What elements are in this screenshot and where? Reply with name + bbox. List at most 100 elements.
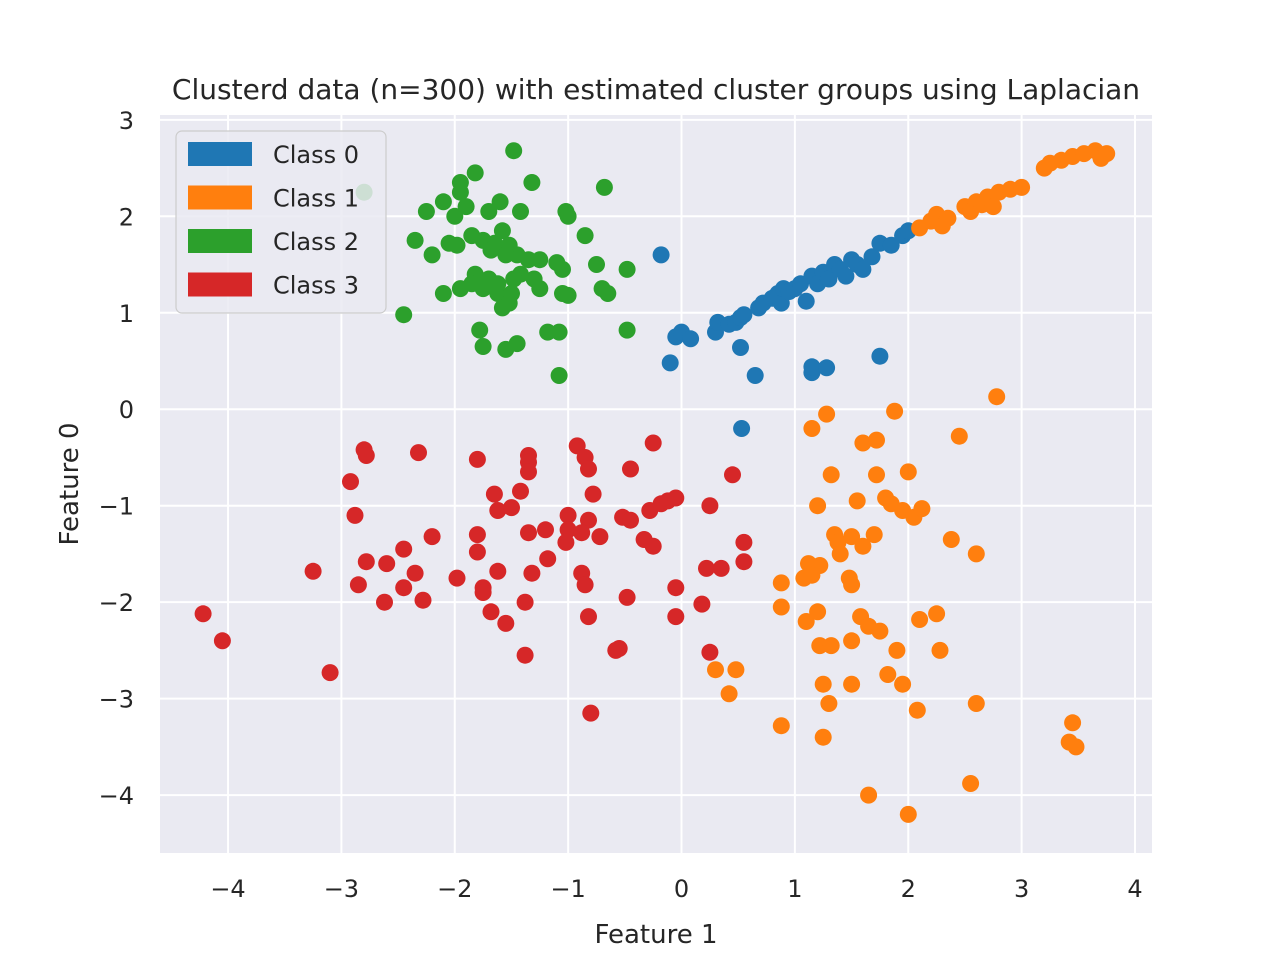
data-point xyxy=(860,786,878,804)
data-point xyxy=(863,248,881,266)
y-tick-label: −1 xyxy=(99,493,134,521)
data-point xyxy=(480,203,498,220)
data-point xyxy=(406,231,424,249)
legend-label: Class 2 xyxy=(273,228,359,256)
data-point xyxy=(474,584,492,601)
data-point xyxy=(468,543,486,561)
data-point xyxy=(701,643,719,661)
data-point xyxy=(1013,178,1031,196)
data-point xyxy=(622,511,639,529)
data-point xyxy=(814,675,832,693)
data-point xyxy=(865,526,883,544)
data-point xyxy=(667,579,685,597)
data-point xyxy=(349,576,367,594)
data-point xyxy=(554,260,571,278)
x-tick-label: −2 xyxy=(437,875,472,903)
data-point xyxy=(908,701,926,719)
data-point xyxy=(304,562,322,580)
x-axis-ticks: −4 −3 −2 −1 0 1 2 3 4 xyxy=(210,875,1142,903)
data-point xyxy=(809,497,827,515)
data-point xyxy=(493,222,511,240)
data-point xyxy=(797,613,815,630)
chart-title: Clusterd data (n=300) with estimated clu… xyxy=(172,73,1140,106)
legend-swatch xyxy=(188,185,252,210)
data-point xyxy=(618,321,636,339)
data-point xyxy=(378,555,396,573)
x-tick-label: 2 xyxy=(901,875,916,903)
y-tick-label: 2 xyxy=(119,203,134,231)
data-points xyxy=(194,142,1116,823)
data-point xyxy=(457,198,475,216)
data-point xyxy=(988,388,1006,406)
data-point xyxy=(376,593,393,611)
data-point xyxy=(886,402,904,420)
data-point xyxy=(505,270,523,288)
data-point xyxy=(508,335,526,353)
data-point xyxy=(854,260,872,278)
x-tick-label: −4 xyxy=(210,875,245,903)
data-point xyxy=(559,286,577,304)
data-point xyxy=(468,526,486,544)
data-point xyxy=(395,579,413,597)
data-point xyxy=(434,285,452,302)
data-point xyxy=(557,533,575,551)
data-point xyxy=(357,553,375,571)
data-point xyxy=(809,603,827,621)
data-point xyxy=(448,236,466,254)
data-point xyxy=(894,675,912,693)
y-tick-label: 3 xyxy=(119,107,134,135)
data-point xyxy=(820,270,838,288)
data-point xyxy=(733,420,751,437)
data-point xyxy=(582,704,600,722)
x-tick-label: 4 xyxy=(1127,875,1142,903)
data-point xyxy=(732,339,749,356)
data-point xyxy=(595,178,613,196)
data-point xyxy=(580,511,597,529)
data-point xyxy=(727,661,745,679)
data-point xyxy=(497,246,515,264)
data-point xyxy=(928,605,946,623)
data-point xyxy=(735,306,753,324)
data-point xyxy=(724,466,741,484)
data-point xyxy=(803,566,821,584)
data-point xyxy=(693,595,711,613)
data-point xyxy=(512,203,529,220)
x-tick-label: 3 xyxy=(1014,875,1029,903)
data-point xyxy=(512,482,529,500)
data-point xyxy=(500,294,518,312)
series-0 xyxy=(652,222,917,437)
data-point xyxy=(837,267,855,285)
x-tick-label: −1 xyxy=(550,875,585,903)
data-point xyxy=(1067,738,1085,756)
data-point xyxy=(213,632,231,650)
data-point xyxy=(466,164,484,182)
data-point xyxy=(395,540,413,558)
data-point xyxy=(539,550,557,568)
legend-label: Class 1 xyxy=(273,185,359,213)
data-point xyxy=(395,306,413,324)
data-point xyxy=(720,685,738,703)
data-point xyxy=(489,502,507,519)
legend-label: Class 0 xyxy=(273,141,359,169)
data-point xyxy=(434,193,452,211)
data-point xyxy=(423,528,441,546)
x-axis-label: Feature 1 xyxy=(594,920,717,950)
data-point xyxy=(667,608,685,626)
data-point xyxy=(321,664,339,682)
y-tick-label: −4 xyxy=(99,782,134,810)
data-point xyxy=(899,805,917,823)
data-point xyxy=(822,637,840,655)
data-point xyxy=(503,499,520,517)
legend-swatch xyxy=(188,229,252,253)
data-point xyxy=(451,174,469,191)
data-point xyxy=(523,174,541,191)
data-point xyxy=(505,142,523,160)
data-point xyxy=(448,569,466,587)
data-point xyxy=(843,675,861,693)
legend: Class 0 Class 1 Class 2 Class 3 xyxy=(175,130,387,314)
data-point xyxy=(868,466,885,484)
data-point xyxy=(559,207,577,225)
series-2 xyxy=(355,142,636,384)
y-tick-label: −2 xyxy=(99,589,134,617)
data-point xyxy=(342,473,359,491)
